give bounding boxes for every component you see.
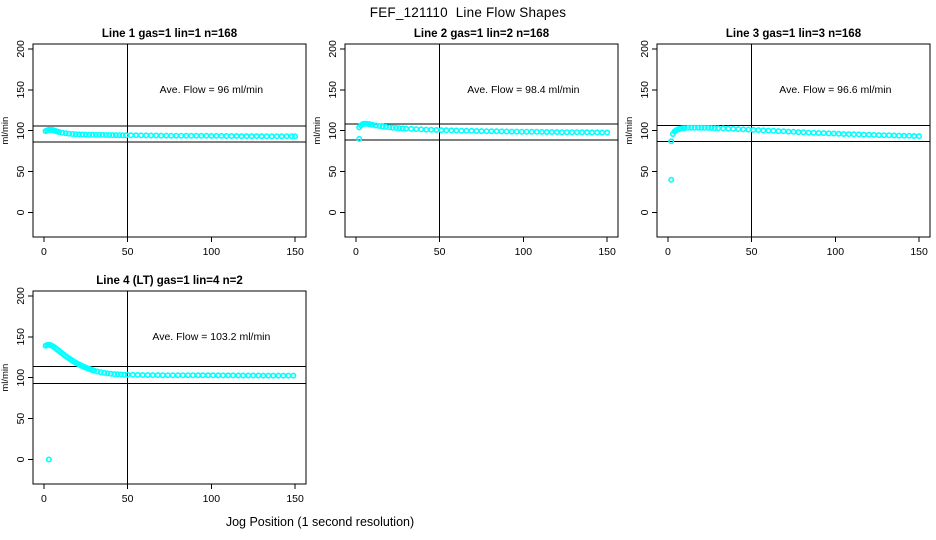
plot-box xyxy=(656,43,931,238)
y-tick-label: 100 xyxy=(639,122,651,140)
y-tick-label: 200 xyxy=(639,40,651,58)
y-tick-label: 0 xyxy=(15,209,27,215)
y-tick-label: 200 xyxy=(15,287,27,305)
y-tick-label: 200 xyxy=(327,40,339,58)
y-axis-label: ml/min xyxy=(0,364,11,392)
y-axis-label: ml/min xyxy=(312,117,323,145)
y-tick-label: 150 xyxy=(15,328,27,346)
panel-title: Line 1 gas=1 lin=1 n=168 xyxy=(102,28,238,40)
y-tick-label: 100 xyxy=(15,369,27,387)
y-axis-label: ml/min xyxy=(0,117,11,145)
panel-title: Line 4 (LT) gas=1 lin=4 n=2 xyxy=(96,275,242,287)
x-tick-label: 100 xyxy=(203,246,221,258)
ave-flow-annotation: Ave. Flow = 103.2 ml/min xyxy=(152,331,270,343)
x-tick-label: 150 xyxy=(286,246,304,258)
y-tick-label: 0 xyxy=(639,209,651,215)
y-axis-label: ml/min xyxy=(624,117,635,145)
x-tick-label: 100 xyxy=(203,493,221,505)
outlier-point xyxy=(45,456,52,463)
ave-flow-annotation: Ave. Flow = 96.6 ml/min xyxy=(779,84,891,96)
y-tick-label: 0 xyxy=(15,456,27,462)
x-tick-label: 150 xyxy=(286,493,304,505)
panel-line-4: 0 50 100 150 0 50 100 150 200 ml/min Line 4 (LT) g… xyxy=(0,275,307,505)
x-tick-label: 100 xyxy=(827,246,845,258)
y-tick-label: 50 xyxy=(15,413,27,425)
x-tick-label: 100 xyxy=(515,246,533,258)
ave-flow-annotation: Ave. Flow = 96 ml/min xyxy=(160,84,264,96)
x-tick-label: 50 xyxy=(746,246,758,258)
panel-title: Line 3 gas=1 lin=3 n=168 xyxy=(726,28,862,40)
data-points xyxy=(42,126,299,140)
y-tick-label: 150 xyxy=(639,81,651,99)
data-points xyxy=(42,341,297,463)
x-tick-label: 0 xyxy=(353,246,359,258)
outlier-point xyxy=(356,135,363,142)
y-tick-label: 50 xyxy=(15,166,27,178)
y-tick-label: 50 xyxy=(327,166,339,178)
y-tick-label: 100 xyxy=(327,122,339,140)
y-tick-label: 100 xyxy=(15,122,27,140)
x-tick-label: 50 xyxy=(434,246,446,258)
x-tick-label: 0 xyxy=(41,246,47,258)
x-tick-label: 0 xyxy=(41,493,47,505)
x-tick-label: 0 xyxy=(665,246,671,258)
panel-title: Line 2 gas=1 lin=2 n=168 xyxy=(414,28,550,40)
y-tick-label: 150 xyxy=(327,81,339,99)
outlier-point xyxy=(668,176,675,183)
y-tick-label: 150 xyxy=(15,81,27,99)
panel-line-3: 0 50 100 150 0 50 100 150 200 ml/min Line 3 gas=1 … xyxy=(624,28,931,258)
main-title: FEF_121110 Line Flow Shapes xyxy=(369,5,567,20)
panel-line-2: 0 50 100 150 0 50 100 150 200 ml/min Line 2 gas=1 … xyxy=(312,28,619,258)
x-tick-label: 150 xyxy=(910,246,928,258)
plot-box xyxy=(32,43,307,238)
x-tick-label: 50 xyxy=(122,246,134,258)
plot-box xyxy=(32,290,307,485)
y-tick-label: 50 xyxy=(639,166,651,178)
ave-flow-annotation: Ave. Flow = 98.4 ml/min xyxy=(467,84,579,96)
data-points xyxy=(356,120,611,142)
panel-line-1: 0 50 100 150 0 50 100 150 200 ml/min Line 1 gas=1 … xyxy=(0,28,307,258)
y-tick-label: 0 xyxy=(327,209,339,215)
x-tick-label: 150 xyxy=(598,246,616,258)
x-tick-label: 50 xyxy=(122,493,134,505)
data-points xyxy=(668,124,923,183)
outlier-point xyxy=(668,138,675,145)
x-axis-label: Jog Position (1 second resolution) xyxy=(225,515,415,529)
y-tick-label: 200 xyxy=(15,40,27,58)
